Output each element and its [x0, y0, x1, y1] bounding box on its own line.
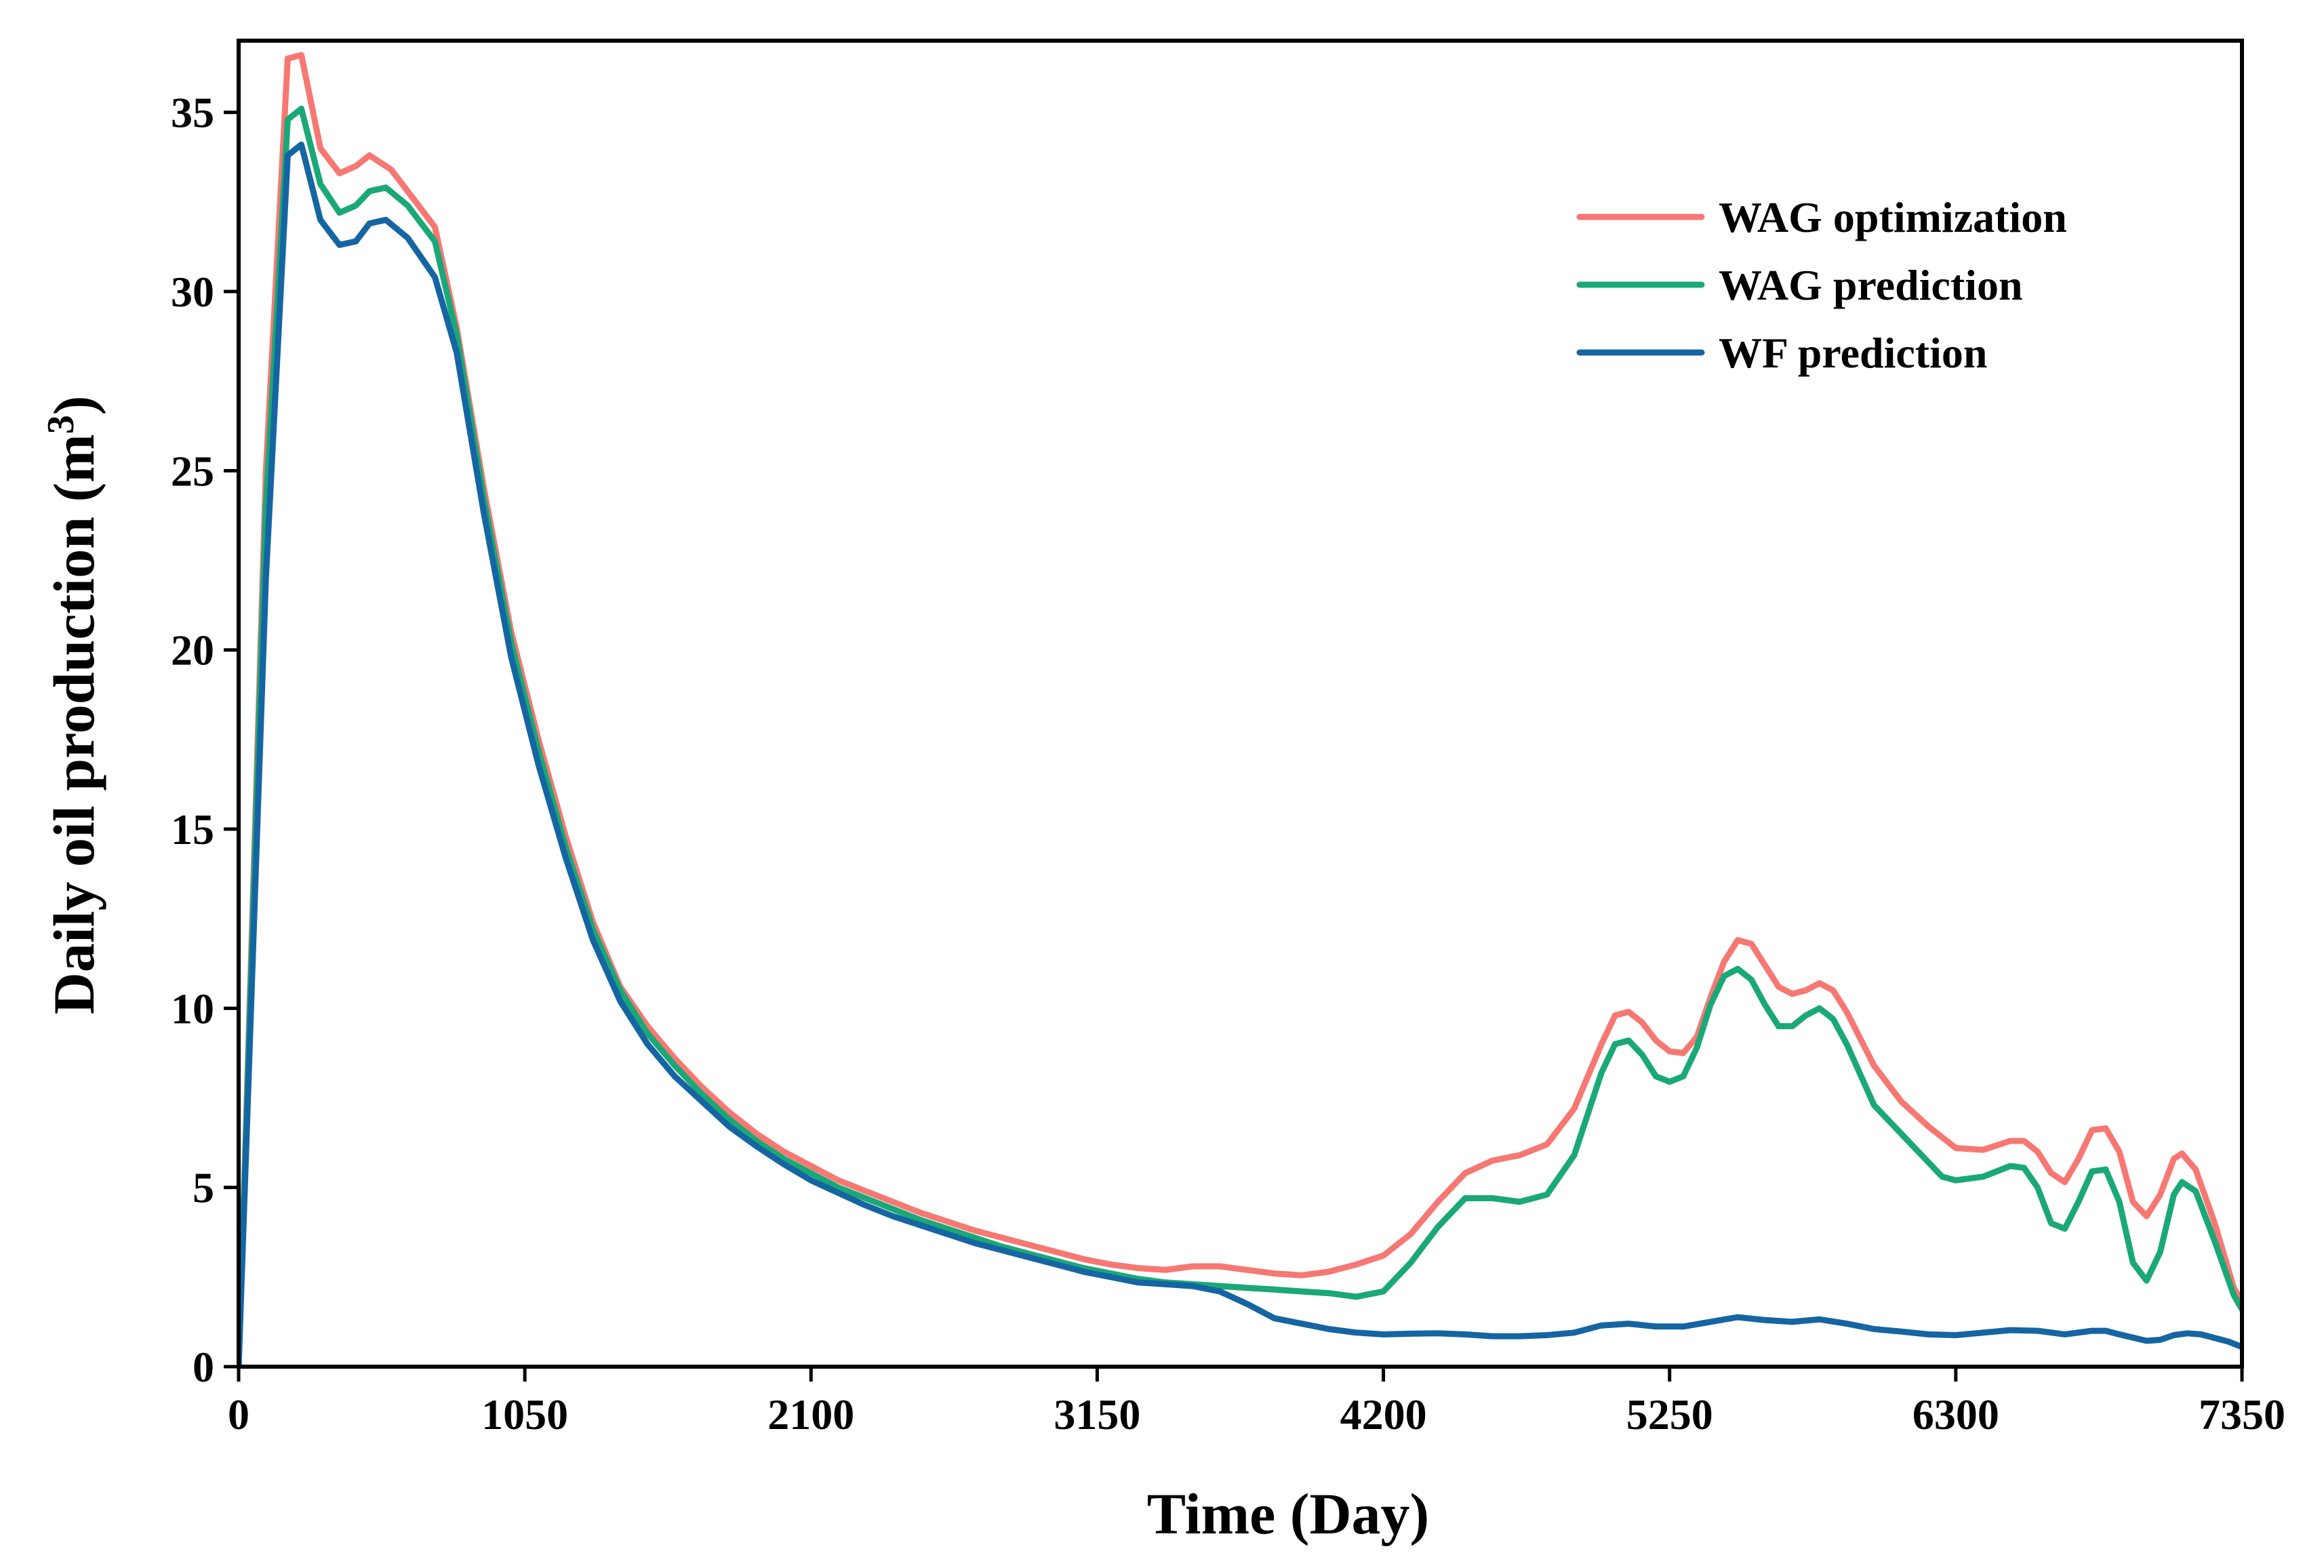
series-lines	[239, 52, 2242, 1367]
x-tick-label: 2100	[767, 1390, 854, 1439]
x-axis-title: Time (Day)	[1147, 1481, 1429, 1546]
y-tick-label: 15	[171, 805, 214, 853]
y-tick-label: 35	[171, 89, 214, 137]
y-axis-title-superscript: 3	[40, 415, 82, 434]
y-tick-label: 0	[193, 1343, 214, 1391]
x-tick-label: 3150	[1054, 1390, 1140, 1439]
legend: WAG optimization WAG prediction WF predict…	[1576, 193, 2067, 377]
x-tick-label: 7350	[2199, 1390, 2285, 1439]
y-tick-label: 10	[171, 984, 214, 1032]
y-axis-title-main: Daily oil production (m	[41, 434, 106, 1014]
legend-label-1: WAG optimization	[1719, 193, 2067, 241]
x-tick-label: 4200	[1340, 1390, 1427, 1439]
y-axis-title-close: )	[41, 396, 106, 416]
plot-frame	[237, 39, 2244, 1369]
legend-label-2: WAG prediction	[1719, 261, 2023, 309]
series-line-3	[239, 141, 2242, 1367]
y-tick-label: 30	[171, 268, 214, 316]
series-line-2	[239, 105, 2242, 1367]
y-tick-label: 25	[171, 447, 214, 495]
x-tick-label: 6300	[1912, 1390, 1999, 1439]
x-tick-label: 0	[228, 1390, 249, 1439]
axes: 0 1050 2100 3150 4200 5250 6300 7350 0 5 10 15 20 25 3…	[171, 39, 2285, 1439]
series-line-1	[239, 52, 2242, 1367]
x-tick-label: 5250	[1626, 1390, 1713, 1439]
y-axis-title: Daily oil production (m3)	[40, 396, 106, 1015]
y-tick-label: 20	[171, 626, 214, 675]
y-tick-label: 5	[193, 1164, 214, 1212]
x-tick-label: 1050	[481, 1390, 568, 1439]
legend-label-3: WF prediction	[1719, 329, 1987, 377]
